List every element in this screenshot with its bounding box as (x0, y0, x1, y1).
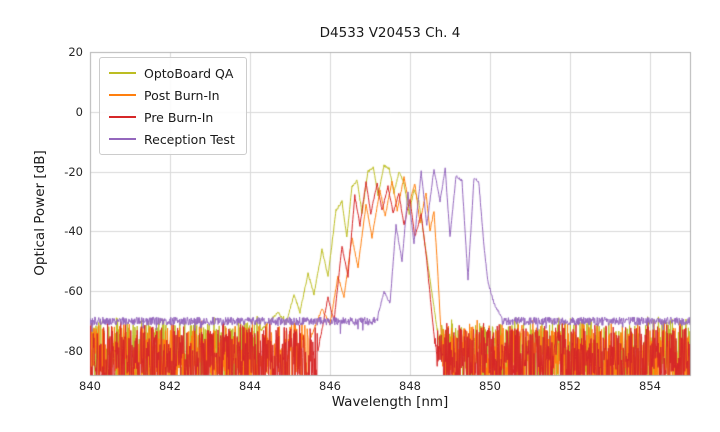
chart-title: D4533 V20453 Ch. 4 (319, 25, 461, 41)
y-tick-label: 0 (75, 104, 83, 119)
legend-label: Pre Burn-In (144, 109, 214, 125)
legend-item-post-burn-in: Post Burn-In (109, 85, 235, 105)
x-tick-label: 846 (319, 379, 341, 393)
x-tick-label: 844 (239, 379, 261, 393)
y-tick-label: 20 (68, 45, 83, 59)
legend-label: Post Burn-In (144, 87, 220, 103)
legend-line-swatch-optoboard-qa (109, 71, 136, 75)
x-tick-label: 848 (399, 379, 421, 393)
legend-label: OptoBoard QA (144, 65, 234, 81)
legend-label: Reception Test (144, 131, 235, 147)
y-tick-label: -20 (64, 164, 83, 179)
x-tick-label: 840 (79, 379, 101, 393)
x-tick-label: 850 (479, 379, 501, 393)
x-tick-label: 854 (639, 379, 661, 393)
legend-item-optoboard-qa: OptoBoard QA (109, 63, 235, 83)
y-tick-label: -80 (64, 344, 83, 359)
y-tick-label: -40 (64, 224, 83, 239)
legend-item-reception-test: Reception Test (109, 129, 235, 149)
x-tick-label: 852 (559, 379, 581, 393)
y-axis-label: Optical Power [dB] (32, 150, 48, 276)
legend-line-swatch-post-burn-in (109, 93, 136, 97)
x-tick-label: 842 (159, 379, 181, 393)
legend-line-swatch-pre-burn-in (109, 115, 136, 119)
legend-line-swatch-reception-test (109, 137, 136, 141)
x-axis-label: Wavelength [nm] (331, 394, 449, 410)
legend-item-pre-burn-in: Pre Burn-In (109, 107, 235, 127)
legend: OptoBoard QA Post Burn-In Pre Burn-In Re… (99, 57, 247, 155)
y-tick-label: -60 (64, 284, 83, 299)
